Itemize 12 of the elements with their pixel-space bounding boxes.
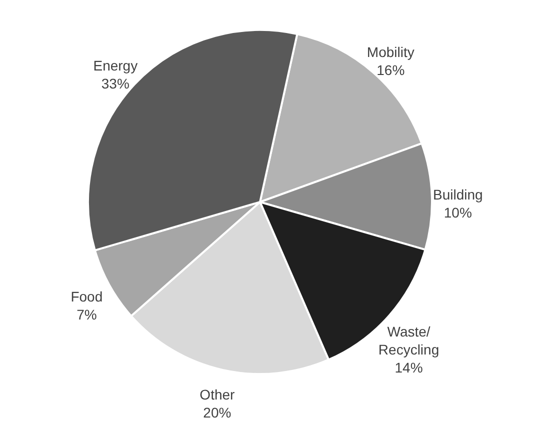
- slice-label: Food: [70, 288, 103, 305]
- slice-label: Building: [432, 186, 483, 202]
- data-label: 14%: [394, 360, 423, 376]
- data-label: 10%: [444, 204, 472, 220]
- data-label: 7%: [76, 306, 97, 323]
- slice-label: Energy: [93, 58, 138, 74]
- slice-label: Other: [200, 386, 236, 402]
- data-label: 16%: [376, 62, 405, 78]
- data-label: 20%: [203, 404, 232, 420]
- slice-label: Mobility: [366, 44, 414, 60]
- data-label: 33%: [101, 76, 130, 92]
- slice-label: Waste/Recycling: [378, 324, 440, 358]
